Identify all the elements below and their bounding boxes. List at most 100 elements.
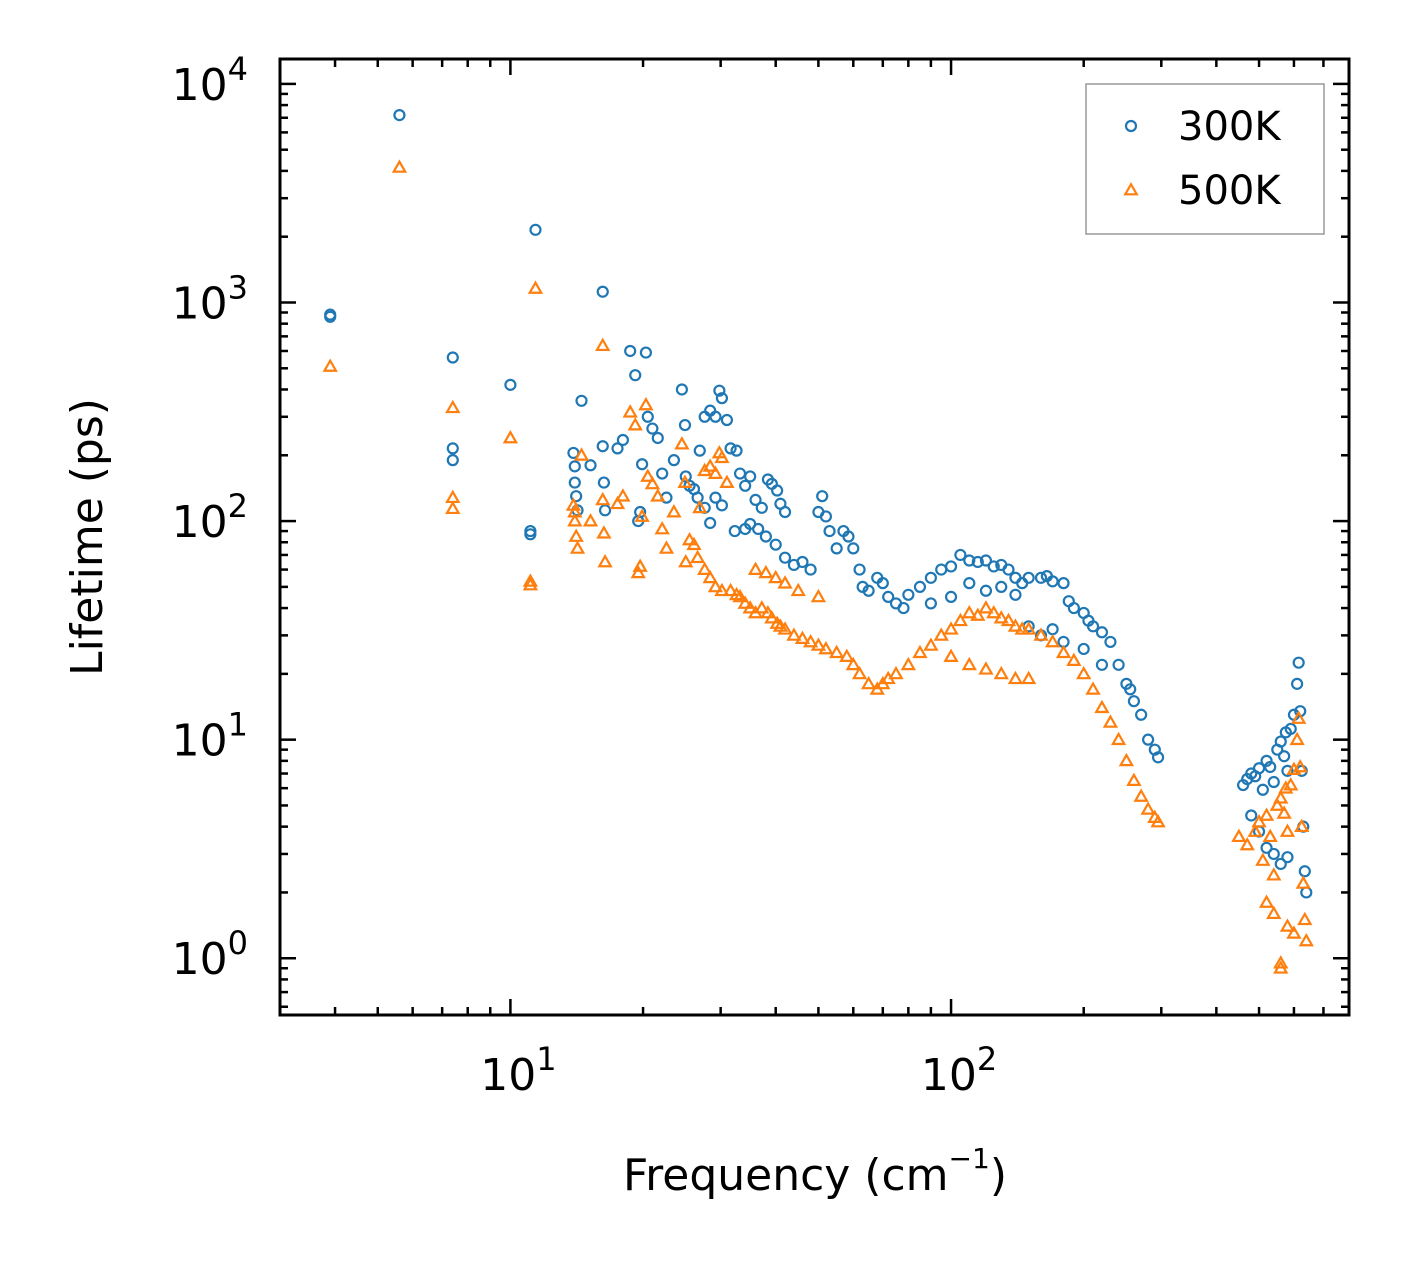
data-point [752, 522, 765, 536]
data-point [654, 521, 670, 535]
data-point [596, 440, 609, 453]
data-point [851, 665, 868, 680]
data-point [1273, 790, 1289, 804]
data-point [639, 346, 653, 359]
data-point [693, 444, 706, 457]
data-point [615, 488, 631, 502]
data-point [1007, 618, 1024, 632]
data-point [635, 458, 649, 471]
data-point [1281, 851, 1294, 864]
data-point [1085, 681, 1101, 695]
data-point [1002, 563, 1015, 576]
tick-label-exponent: 2 [228, 487, 248, 525]
data-point [1281, 764, 1294, 777]
data-point [650, 488, 666, 502]
tick-label-base: 10 [172, 60, 228, 111]
x-tick-label: 101 [480, 1040, 556, 1101]
data-point [737, 595, 753, 609]
data-point [568, 460, 581, 473]
data-point [1124, 683, 1137, 696]
data-point [819, 510, 833, 523]
data-point [1279, 918, 1296, 932]
data-point [1274, 857, 1287, 871]
data-point [744, 470, 757, 483]
data-point [882, 590, 895, 603]
data-point [704, 516, 717, 530]
data-point [568, 476, 581, 489]
data-point [943, 648, 959, 662]
y-axis-label: Lifetime (ps) [62, 398, 113, 676]
y-tick-label: 102 [172, 487, 248, 548]
data-point [897, 601, 910, 615]
data-point [1110, 731, 1127, 746]
tick-label-exponent: 1 [228, 706, 248, 744]
plot-frame [278, 57, 1351, 1017]
data-point [584, 459, 597, 472]
data-point [963, 554, 976, 567]
data-point [1292, 759, 1308, 773]
data-point [595, 337, 611, 352]
data-point [961, 604, 977, 619]
data-point [638, 396, 654, 411]
data-point [777, 575, 793, 589]
data-point [749, 493, 762, 506]
data-point [707, 465, 724, 479]
data-point [842, 530, 855, 543]
data-point [1239, 836, 1255, 851]
data-point [1251, 814, 1267, 828]
data-point [747, 561, 764, 575]
data-point [771, 484, 784, 497]
data-point [1260, 754, 1273, 767]
data-point [1274, 735, 1287, 748]
data-point [730, 444, 743, 457]
data-point [1258, 894, 1275, 908]
data-point [1266, 905, 1282, 920]
data-point [681, 531, 698, 546]
data-point [1127, 695, 1141, 708]
data-point [1140, 801, 1156, 815]
data-point [504, 378, 517, 391]
data-point [1126, 772, 1142, 786]
data-point [692, 499, 708, 514]
data-point [924, 571, 937, 584]
data-point [769, 538, 782, 551]
data-point [1067, 601, 1080, 615]
data-point [986, 604, 1002, 619]
data-point [1066, 652, 1082, 667]
data-point [1022, 571, 1035, 584]
data-point [644, 475, 661, 490]
data-point [1291, 677, 1304, 690]
data-point [667, 454, 681, 467]
data-point [1286, 925, 1302, 939]
data-point [445, 500, 461, 515]
data-point [715, 392, 729, 405]
data-point [596, 525, 612, 539]
data-point [1294, 818, 1310, 833]
data-point [722, 582, 739, 597]
data-point [1267, 775, 1280, 789]
data-point [609, 495, 626, 510]
data-point [845, 656, 861, 671]
data-point [1141, 733, 1155, 746]
data-point [524, 528, 537, 541]
data-point [714, 582, 730, 597]
data-point [777, 621, 793, 635]
data-point [658, 540, 675, 554]
data-point [796, 555, 809, 569]
data-point [978, 661, 994, 675]
data-point [1094, 699, 1110, 714]
data-point [1297, 911, 1313, 926]
data-point [1021, 621, 1037, 635]
data-point [522, 577, 539, 591]
data-point [790, 582, 806, 597]
data-point [732, 588, 748, 603]
data-point [810, 637, 827, 651]
data-point [1278, 750, 1291, 763]
data-point [1266, 867, 1282, 881]
data-point [923, 637, 939, 651]
data-point [634, 508, 650, 522]
data-point [322, 358, 338, 372]
data-point [739, 479, 752, 492]
data-point [678, 554, 694, 568]
